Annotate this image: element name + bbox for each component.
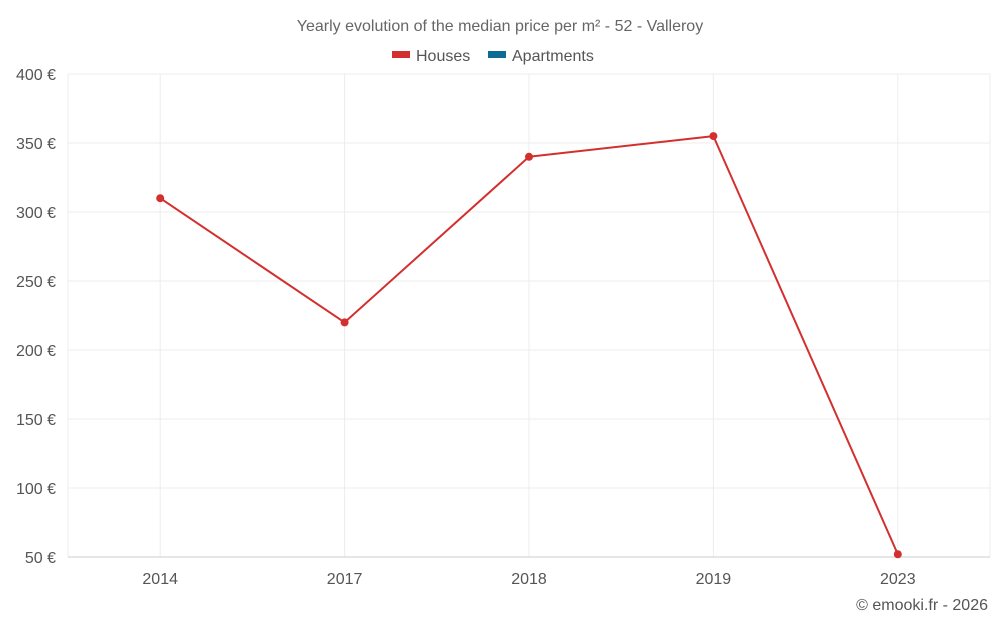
y-tick-label: 200 € [16,343,56,360]
data-point-houses[interactable] [709,132,718,141]
legend-label-houses: Houses [416,48,470,65]
y-tick-label: 50 € [25,550,56,567]
y-tick-label: 300 € [16,205,56,222]
x-tick-label: 2014 [142,571,178,588]
legend-swatch-houses [392,51,410,58]
y-tick-label: 250 € [16,274,56,291]
chart-title: Yearly evolution of the median price per… [297,18,703,35]
y-tick-label: 350 € [16,136,56,153]
y-tick-label: 400 € [16,67,56,84]
x-tick-label: 2019 [696,571,732,588]
x-tick-label: 2017 [327,571,363,588]
grid [67,73,991,557]
credit-text: © emooki.fr - 2026 [856,597,988,614]
data-point-houses[interactable] [893,550,902,559]
y-tick-label: 100 € [16,481,56,498]
data-point-houses[interactable] [156,194,165,203]
data-point-houses[interactable] [340,318,349,327]
x-tick-label: 2023 [880,571,916,588]
series-houses [156,132,902,559]
x-tick-label: 2018 [511,571,547,588]
legend-item-houses[interactable]: Houses [392,48,470,65]
data-point-houses[interactable] [525,152,533,161]
y-tick-label: 150 € [16,412,56,429]
legend-label-apartments: Apartments [512,48,594,65]
legend-swatch-apartments [488,51,506,58]
legend: Houses Apartments [392,48,594,65]
axes: 50 € 100 € 150 € 200 € 250 € 300 € 350 € 400 € 2… [16,67,990,588]
legend-item-apartments[interactable]: Apartments [488,48,594,65]
